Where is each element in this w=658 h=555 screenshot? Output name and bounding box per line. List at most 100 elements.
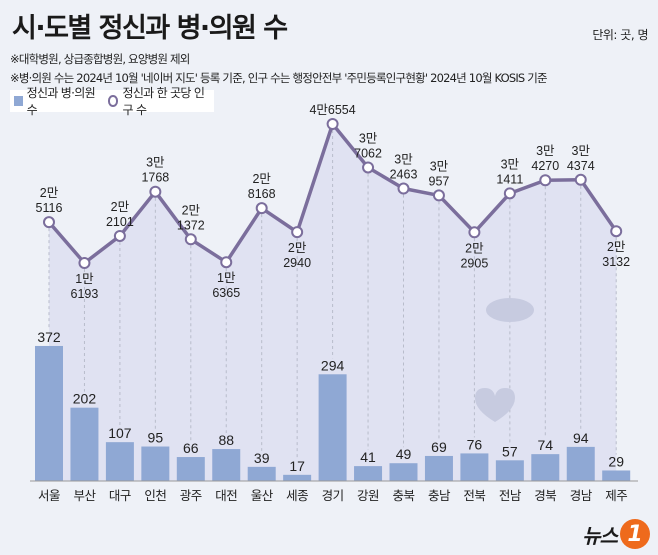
bar-value-label: 17 [289,458,305,474]
line-point [326,118,339,131]
line-value-label: 1만 6193 [71,272,99,301]
line-value-label: 2만 2905 [460,241,488,270]
bar-충남 [424,455,453,481]
line-point [43,216,55,229]
category-label: 전남 [499,488,522,503]
bar-value-label: 94 [573,430,589,446]
bar-제주 [602,470,631,481]
category-label: 충북 [392,488,414,503]
bar-울산 [247,466,276,481]
line-point [291,226,304,239]
line-value-label: 2만 1372 [177,203,205,232]
bar-부산 [70,407,99,481]
bar-충북 [389,463,418,481]
line-value-label: 3만 1768 [141,156,169,185]
line-point [78,257,91,269]
category-label: 부산 [73,488,96,503]
line-value-label: 3만 4270 [531,144,559,173]
category-label: 대전 [215,488,237,503]
line-point [362,161,375,174]
category-label: 제주 [605,488,627,503]
line-value-label: 2만 8168 [248,172,276,201]
line-point [255,202,268,215]
bar-경남 [566,446,595,481]
category-label: 울산 [251,488,274,503]
bar-전남 [495,460,524,481]
bar-대전 [212,449,241,481]
bar-legend-swatch [14,96,23,106]
line-value-label: 3만 7062 [354,131,382,160]
bar-경북 [531,454,560,481]
line-point [113,229,126,242]
category-label: 광주 [180,488,202,503]
bar-value-label: 74 [538,437,554,453]
line-value-label: 4만6554 [309,103,355,117]
bar-서울 [35,345,63,481]
bar-value-label: 76 [467,436,483,452]
line-value-label: 3만 957 [429,159,450,188]
category-label: 경기 [322,488,344,503]
unit-label: 단위: 곳, 명 [592,28,648,42]
line-value-label: 1만 6365 [212,271,240,300]
category-label: 경북 [534,488,556,503]
line-value-label: 2만 5116 [36,186,63,215]
category-label: 인천 [144,488,166,503]
category-label: 강원 [357,488,379,503]
bar-value-label: 39 [254,450,270,466]
line-value-label: 2만 2101 [106,200,134,229]
line-value-label: 3만 2463 [390,153,418,182]
bar-value-label: 29 [608,453,624,469]
bar-value-label: 57 [502,443,518,459]
line-point [539,174,552,187]
note-2: ※병·의원 수는 2024년 10월 '네이버 지도' 등록 기준, 인구 수는… [10,71,548,85]
bar-세종 [283,474,312,481]
legend-bar-label: 정신과 병·의원 수 [26,86,96,117]
bar-대구 [105,442,134,481]
line-point [184,233,197,246]
bar-강원 [354,466,383,481]
line-point [610,225,623,238]
news1-logo: 뉴스 1 [582,519,650,549]
line-value-label: 2만 2940 [283,241,311,270]
logo-text: 뉴스 [582,523,618,548]
legend: 정신과 병·의원 수 정신과 한 곳당 인구 수 [10,86,214,117]
bar-value-label: 69 [431,439,447,455]
logo-badge: 1 [620,519,650,549]
line-point [503,187,516,200]
heart-icon [475,388,515,422]
bar-value-label: 66 [183,440,199,456]
line-value-label: 2만 3132 [602,240,630,269]
line-point [220,256,233,269]
chart-title: 시·도별 정신과 병·의원 수 [12,13,288,44]
line-point [397,182,410,195]
bar-value-label: 88 [218,432,234,448]
bar-value-label: 95 [148,430,164,446]
cloud-icon [486,298,534,322]
bar-value-label: 294 [321,357,345,373]
bar-value-label: 372 [37,329,61,345]
bar-경기 [318,374,347,481]
category-label: 경남 [570,488,593,503]
line-point [149,185,162,198]
category-label: 대구 [109,488,131,503]
category-label: 세종 [286,488,308,503]
bar-전북 [460,453,489,481]
line-point [468,226,481,239]
bar-value-label: 202 [73,391,97,407]
line-point [574,173,587,186]
category-label: 충남 [428,488,451,503]
line-value-label: 3만 1411 [496,157,523,186]
category-label: 서울 [38,488,60,503]
bar-value-label: 49 [396,446,412,462]
note-1: ※대학병원, 상급종합병원, 요양병원 제외 [10,52,190,66]
bar-인천 [141,446,170,481]
line-point [432,189,445,202]
line-value-label: 3만 4374 [567,144,595,173]
bar-광주 [176,457,205,481]
bar-value-label: 107 [108,425,132,441]
legend-line-label: 정신과 한 곳당 인구 수 [122,86,205,117]
line-legend-marker [107,95,119,107]
bar-value-label: 41 [360,449,376,465]
